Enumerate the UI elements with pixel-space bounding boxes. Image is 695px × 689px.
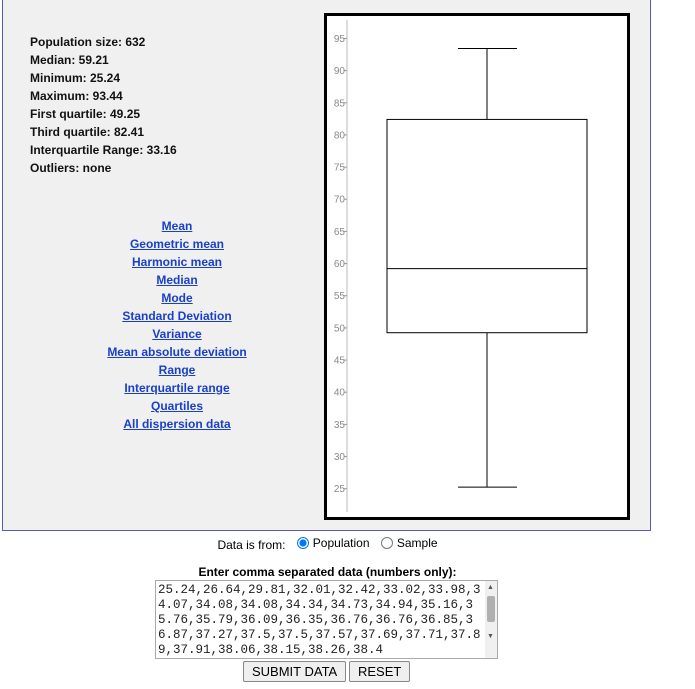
y-tick-label: 45 bbox=[334, 356, 346, 367]
population-option[interactable]: Population bbox=[293, 536, 370, 550]
link-all-dispersion-data[interactable]: All dispersion data bbox=[123, 417, 231, 431]
data-input[interactable] bbox=[155, 580, 498, 659]
results-panel: Population size: 632 Median: 59.21 Minim… bbox=[2, 0, 651, 531]
y-tick-label: 25 bbox=[334, 484, 346, 495]
y-tick-label: 30 bbox=[334, 452, 346, 463]
scrollbar-thumb[interactable] bbox=[487, 596, 495, 622]
sample-label: Sample bbox=[396, 536, 438, 550]
interquartile-box bbox=[386, 118, 588, 334]
y-tick-label: 60 bbox=[334, 259, 346, 270]
population-size: Population size: 632 bbox=[30, 35, 146, 49]
y-tick-label: 80 bbox=[334, 130, 346, 141]
data-source-label: Data is from: bbox=[217, 538, 286, 552]
y-tick-label: 50 bbox=[334, 323, 346, 334]
link-range[interactable]: Range bbox=[158, 363, 196, 377]
scroll-up-arrow-icon[interactable]: ▲ bbox=[487, 584, 494, 591]
scroll-down-arrow-icon[interactable]: ▼ bbox=[487, 633, 494, 640]
population-radio[interactable] bbox=[296, 537, 309, 549]
link-harmonic-mean[interactable]: Harmonic mean bbox=[131, 255, 223, 269]
link-median[interactable]: Median bbox=[156, 273, 198, 287]
third-quartile-value: Third quartile: 82.41 bbox=[30, 125, 145, 139]
first-quartile-value: First quartile: 49.25 bbox=[30, 107, 141, 121]
sample-radio[interactable] bbox=[380, 537, 393, 549]
outliers-value: Outliers: none bbox=[30, 161, 112, 175]
population-label: Population bbox=[312, 536, 370, 550]
median-value: Median: 59.21 bbox=[30, 53, 109, 67]
y-tick-label: 90 bbox=[334, 66, 346, 77]
link-mean[interactable]: Mean bbox=[161, 219, 193, 233]
sample-option[interactable]: Sample bbox=[377, 536, 438, 550]
data-entry-label: Enter comma separated data (numbers only… bbox=[198, 565, 457, 579]
data-input-scrollbar[interactable]: ▲ ▼ bbox=[485, 581, 497, 658]
y-tick-label: 85 bbox=[334, 98, 346, 109]
link-geometric-mean[interactable]: Geometric mean bbox=[129, 237, 225, 251]
y-tick-label: 65 bbox=[334, 227, 346, 238]
data-source-selector: Data is from: Population Sample bbox=[0, 536, 655, 552]
y-tick-label: 95 bbox=[334, 34, 346, 45]
minimum-value: Minimum: 25.24 bbox=[30, 71, 121, 85]
reset-button[interactable]: RESET bbox=[349, 661, 411, 682]
link-mode[interactable]: Mode bbox=[161, 291, 193, 305]
box-plot-frame: 25 30 35 40 45 50 55 60 65 70 75 80 85 90 95 bbox=[324, 13, 630, 520]
link-standard-deviation[interactable]: Standard Deviation bbox=[122, 309, 232, 323]
y-tick-label: 40 bbox=[334, 388, 346, 399]
link-interquartile-range[interactable]: Interquartile range bbox=[124, 381, 230, 395]
maximum-value: Maximum: 93.44 bbox=[30, 89, 123, 103]
link-mean-absolute-deviation[interactable]: Mean absolute deviation bbox=[107, 345, 247, 359]
link-quartiles[interactable]: Quartiles bbox=[150, 399, 204, 413]
interquartile-range-value: Interquartile Range: 33.16 bbox=[30, 143, 177, 157]
box-plot-chart: 25 30 35 40 45 50 55 60 65 70 75 80 85 90 95 bbox=[334, 20, 588, 512]
y-tick-label: 70 bbox=[334, 195, 346, 206]
link-variance[interactable]: Variance bbox=[152, 327, 202, 341]
y-tick-label: 55 bbox=[334, 291, 346, 302]
y-tick-label: 35 bbox=[334, 420, 346, 431]
submit-data-button[interactable]: SUBMIT DATA bbox=[243, 661, 347, 682]
calculator-links: Mean Geometric mean Harmonic mean Median… bbox=[87, 217, 267, 433]
summary-statistics: Population size: 632 Median: 59.21 Minim… bbox=[30, 33, 177, 177]
y-tick-label: 75 bbox=[334, 163, 346, 174]
